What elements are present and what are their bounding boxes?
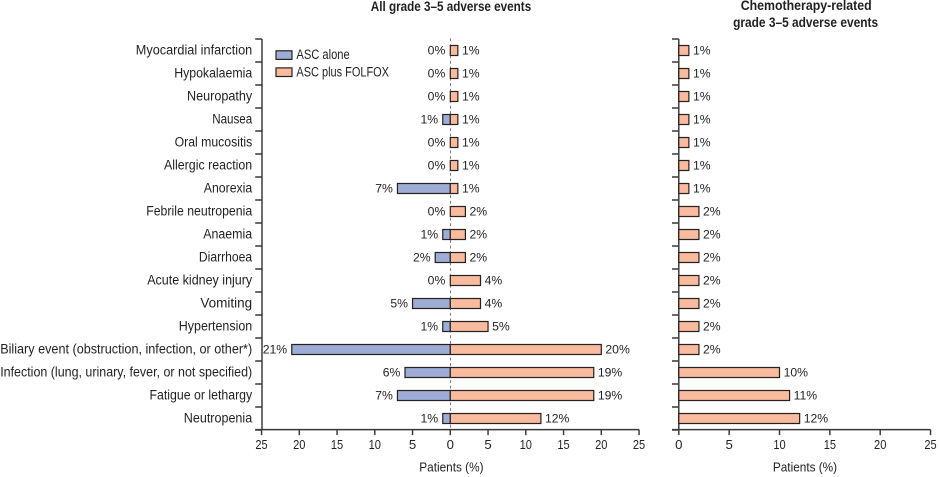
svg-text:Infection (lung, urinary, feve: Infection (lung, urinary, fever, or not … bbox=[0, 365, 252, 380]
svg-text:1%: 1% bbox=[693, 159, 711, 173]
svg-text:1%: 1% bbox=[693, 44, 711, 58]
svg-text:0: 0 bbox=[447, 437, 454, 452]
svg-text:20%: 20% bbox=[605, 343, 630, 357]
svg-text:All grade 3–5 adverse events: All grade 3–5 adverse events bbox=[371, 0, 531, 14]
svg-text:12%: 12% bbox=[804, 412, 829, 426]
svg-text:5: 5 bbox=[725, 437, 732, 452]
svg-text:0: 0 bbox=[675, 437, 682, 452]
svg-text:Patients (%): Patients (%) bbox=[773, 460, 837, 474]
svg-text:1%: 1% bbox=[693, 90, 711, 104]
svg-text:4%: 4% bbox=[485, 297, 503, 311]
svg-text:Neuropathy: Neuropathy bbox=[187, 89, 252, 104]
svg-text:2%: 2% bbox=[413, 251, 431, 265]
svg-text:0%: 0% bbox=[428, 67, 446, 81]
svg-text:12%: 12% bbox=[545, 412, 570, 426]
svg-text:0%: 0% bbox=[428, 205, 446, 219]
svg-text:19%: 19% bbox=[598, 366, 623, 380]
svg-text:11%: 11% bbox=[794, 389, 818, 403]
svg-text:20: 20 bbox=[293, 437, 305, 452]
svg-text:0%: 0% bbox=[428, 159, 446, 173]
svg-text:1%: 1% bbox=[421, 412, 439, 426]
svg-text:Chemotherapy-related: Chemotherapy-related bbox=[741, 0, 872, 13]
svg-text:2%: 2% bbox=[703, 251, 721, 265]
svg-text:1%: 1% bbox=[462, 159, 480, 173]
svg-text:1%: 1% bbox=[421, 113, 439, 127]
svg-text:Hypokalaemia: Hypokalaemia bbox=[174, 66, 252, 81]
svg-text:Neutropenia: Neutropenia bbox=[184, 411, 253, 426]
svg-text:1%: 1% bbox=[462, 90, 480, 104]
svg-text:Fatigue or lethargy: Fatigue or lethargy bbox=[150, 388, 253, 403]
svg-text:2%: 2% bbox=[703, 205, 721, 219]
svg-text:5%: 5% bbox=[492, 320, 510, 334]
svg-text:1%: 1% bbox=[693, 182, 711, 196]
svg-text:Anaemia: Anaemia bbox=[203, 227, 253, 242]
svg-text:Allergic reaction: Allergic reaction bbox=[164, 158, 252, 173]
svg-text:25: 25 bbox=[924, 437, 936, 452]
svg-text:4%: 4% bbox=[485, 274, 503, 288]
svg-text:10%: 10% bbox=[784, 366, 809, 380]
svg-text:1%: 1% bbox=[693, 113, 711, 127]
svg-text:2%: 2% bbox=[703, 274, 721, 288]
svg-text:1%: 1% bbox=[693, 67, 711, 81]
svg-text:Nausea: Nausea bbox=[212, 112, 252, 127]
svg-text:20: 20 bbox=[595, 437, 607, 452]
svg-text:2%: 2% bbox=[470, 251, 488, 265]
svg-text:1%: 1% bbox=[421, 228, 439, 242]
svg-text:Patients (%): Patients (%) bbox=[419, 460, 483, 474]
svg-text:20: 20 bbox=[874, 437, 886, 452]
svg-text:1%: 1% bbox=[462, 67, 480, 81]
svg-text:25: 25 bbox=[255, 437, 267, 452]
svg-text:0%: 0% bbox=[428, 136, 446, 150]
svg-text:Diarrhoea: Diarrhoea bbox=[199, 250, 253, 265]
svg-text:Anorexia: Anorexia bbox=[204, 181, 253, 196]
svg-text:0%: 0% bbox=[428, 90, 446, 104]
svg-text:ASC alone: ASC alone bbox=[296, 47, 349, 62]
svg-text:15: 15 bbox=[331, 437, 343, 452]
svg-text:2%: 2% bbox=[703, 343, 721, 357]
svg-text:21%: 21% bbox=[263, 343, 288, 357]
svg-text:7%: 7% bbox=[375, 389, 393, 403]
svg-text:10: 10 bbox=[520, 437, 532, 452]
svg-text:10: 10 bbox=[369, 437, 381, 452]
svg-text:1%: 1% bbox=[462, 182, 480, 196]
svg-text:2%: 2% bbox=[703, 228, 721, 242]
svg-text:Biliary event (obstruction, in: Biliary event (obstruction, infection, o… bbox=[0, 342, 252, 357]
svg-text:1%: 1% bbox=[462, 136, 480, 150]
svg-text:19%: 19% bbox=[598, 389, 623, 403]
svg-text:ASC plus FOLFOX: ASC plus FOLFOX bbox=[296, 64, 389, 79]
svg-text:1%: 1% bbox=[693, 136, 711, 150]
svg-text:grade 3–5 adverse events: grade 3–5 adverse events bbox=[733, 15, 878, 30]
svg-text:1%: 1% bbox=[421, 320, 439, 334]
svg-text:5: 5 bbox=[409, 437, 416, 452]
svg-text:25: 25 bbox=[633, 437, 645, 452]
svg-text:2%: 2% bbox=[470, 205, 488, 219]
svg-text:1%: 1% bbox=[462, 113, 480, 127]
svg-text:Hypertension: Hypertension bbox=[179, 319, 252, 334]
svg-text:Vomiting: Vomiting bbox=[200, 296, 252, 311]
svg-text:7%: 7% bbox=[375, 182, 393, 196]
svg-text:Oral mucositis: Oral mucositis bbox=[175, 135, 253, 150]
svg-text:15: 15 bbox=[557, 437, 569, 452]
svg-text:Myocardial infarction: Myocardial infarction bbox=[136, 43, 252, 58]
svg-text:2%: 2% bbox=[703, 320, 721, 334]
svg-text:Febrile neutropenia: Febrile neutropenia bbox=[146, 204, 253, 219]
svg-text:2%: 2% bbox=[703, 297, 721, 311]
svg-text:5%: 5% bbox=[390, 297, 408, 311]
svg-text:15: 15 bbox=[824, 437, 836, 452]
svg-text:2%: 2% bbox=[470, 228, 488, 242]
svg-text:10: 10 bbox=[773, 437, 785, 452]
svg-text:0%: 0% bbox=[428, 274, 446, 288]
svg-text:1%: 1% bbox=[462, 44, 480, 58]
svg-text:6%: 6% bbox=[383, 366, 401, 380]
svg-text:0%: 0% bbox=[428, 44, 446, 58]
svg-text:Acute kidney injury: Acute kidney injury bbox=[147, 273, 252, 288]
svg-text:5: 5 bbox=[484, 437, 491, 452]
